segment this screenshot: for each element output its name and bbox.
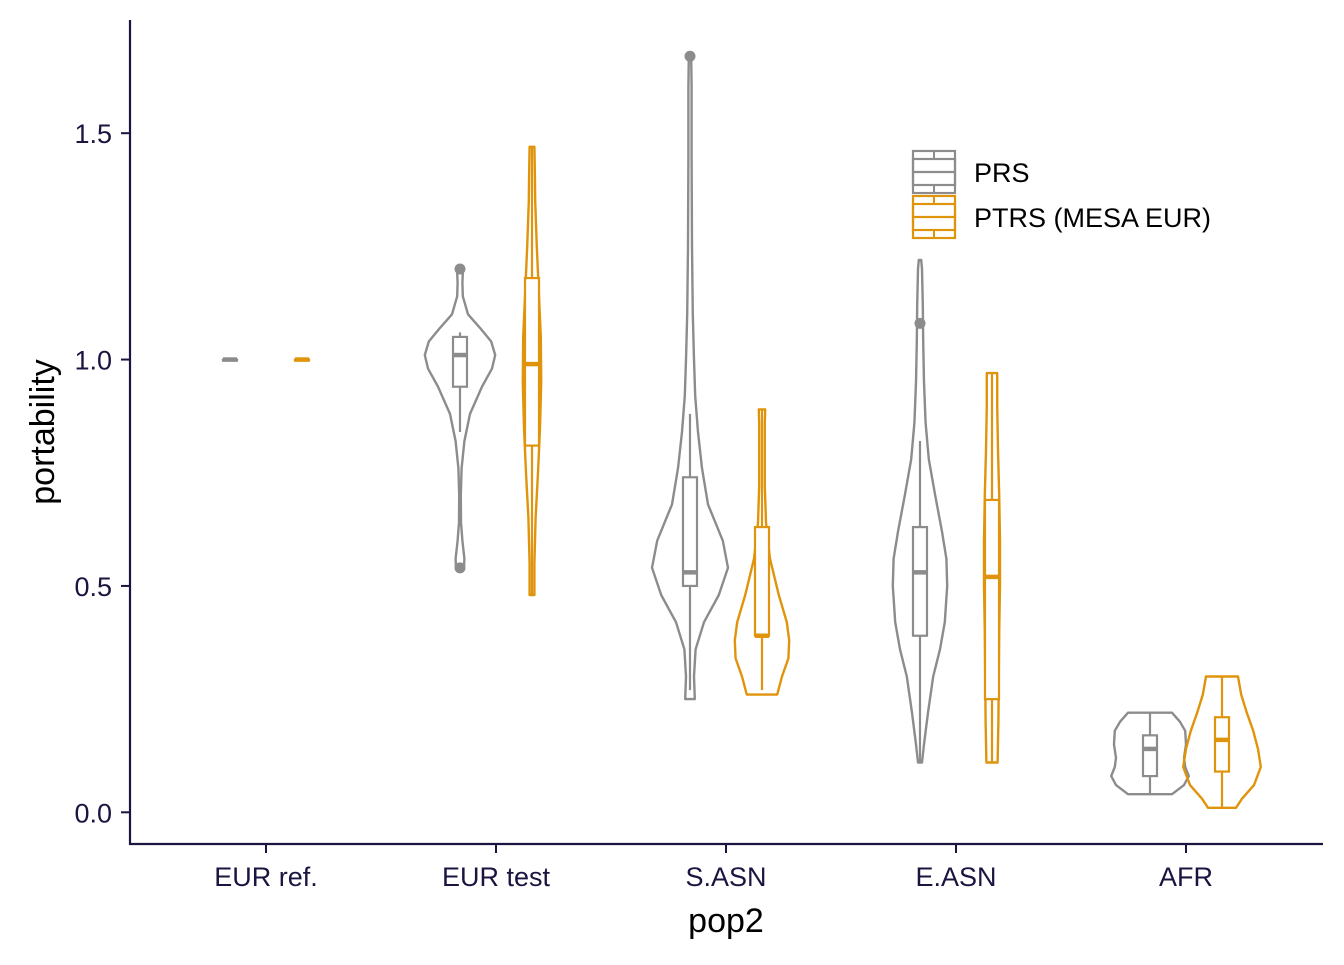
x-tick-label: EUR ref. [214, 862, 318, 892]
outlier-point [454, 562, 466, 574]
legend-key [911, 149, 957, 195]
boxplot [221, 357, 239, 362]
legend: PRS PTRS (MESA EUR) [911, 149, 1211, 240]
boxplot [1141, 712, 1159, 795]
plot-marks [221, 50, 1262, 809]
legend-key-frame [911, 149, 957, 195]
outlier-point [454, 263, 466, 275]
x-tick-label: E.ASN [915, 862, 996, 892]
y-axis-title: portability [24, 359, 62, 505]
x-axis-title: pop2 [688, 902, 764, 940]
box [451, 335, 469, 388]
boxplot [681, 50, 699, 691]
outlier-point [684, 50, 696, 62]
x-tick-label: EUR test [442, 862, 551, 892]
x-tick-label: AFR [1159, 862, 1213, 892]
y-tick-label: 0.5 [74, 572, 112, 602]
y-tick-label: 0.0 [74, 798, 112, 828]
x-tick-label: S.ASN [685, 862, 766, 892]
legend-label: PRS [974, 158, 1030, 188]
boxplot [293, 357, 311, 362]
ticks: 0.0 0.5 1.0 1.5 EUR ref. EUR test S.ASN E.ASN AF… [74, 119, 1213, 892]
boxplot [451, 263, 469, 574]
box [983, 498, 1001, 701]
violin-prs-4 [1110, 711, 1190, 796]
box [681, 476, 699, 588]
boxplot [911, 317, 929, 763]
box [1213, 716, 1231, 773]
violin-ptrs-mesa-eur--4 [1182, 675, 1262, 809]
legend-key [911, 194, 957, 240]
y-tick-label: 1.5 [74, 119, 112, 149]
outlier-point [914, 317, 926, 329]
violin-prs-3 [891, 258, 949, 764]
boxplot [523, 146, 541, 595]
box [753, 525, 771, 637]
legend-label: PTRS (MESA EUR) [974, 203, 1211, 233]
boxplot [1213, 676, 1231, 808]
y-tick-label: 1.0 [74, 346, 112, 376]
violin-ptrs-mesa-eur--2 [733, 408, 791, 696]
boxplot [753, 409, 771, 691]
boxplot [983, 373, 1001, 763]
legend-key-frame [911, 194, 957, 240]
box [523, 276, 541, 447]
box [911, 525, 929, 637]
axes [128, 20, 1323, 846]
box [1141, 734, 1159, 778]
